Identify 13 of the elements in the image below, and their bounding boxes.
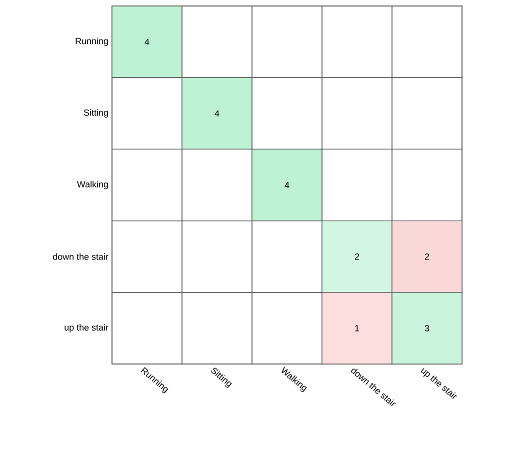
data-label: 3	[424, 325, 430, 332]
y-tick-label: Walking	[76, 180, 108, 190]
y-tick-label: Sitting	[84, 109, 108, 118]
data-label: 2	[424, 253, 430, 260]
data-label: 4	[144, 38, 150, 45]
y-tick-label: Running	[76, 38, 108, 46]
data-label: 2	[354, 253, 360, 260]
x-tick-label: up the stair	[421, 368, 458, 399]
data-label: 4	[284, 182, 290, 188]
y-tick-label: down the stair	[53, 253, 108, 260]
data-label: 1	[355, 325, 360, 332]
y-tick-label: up the stair	[64, 324, 108, 332]
data-label: 4	[214, 110, 220, 116]
